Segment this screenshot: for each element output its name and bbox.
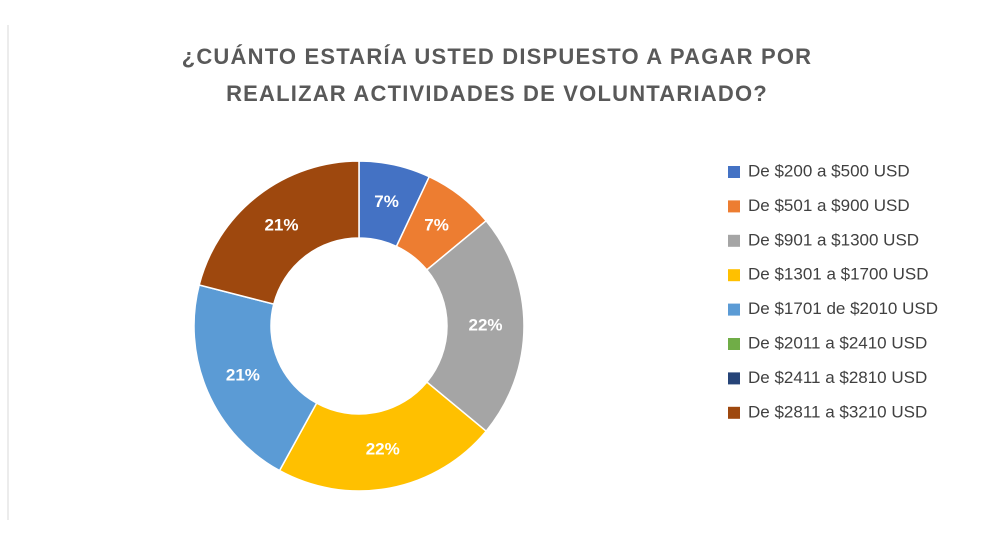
legend-label: De $200 a $500 USD [748,161,910,180]
data-label: 21% [226,366,260,385]
legend-label: De $2411 a $2810 USD [748,368,927,387]
donut-segment [193,284,318,472]
legend-label: De $501 a $900 USD [748,196,910,215]
data-label: 22% [468,315,502,334]
legend-swatch [728,338,740,350]
legend-label: De $901 a $1300 USD [748,230,919,249]
legend-swatch [728,269,740,282]
legend-swatch [728,372,740,385]
legend-label: De $1701 de $2010 USD [748,299,938,318]
legend-swatch [728,406,740,419]
legend-swatch [728,200,740,213]
donut-segment [278,381,488,492]
data-label: 7% [424,216,449,235]
data-label: 7% [374,192,399,211]
legend-swatch [728,166,740,178]
data-label: 22% [366,440,400,459]
donut-segment [425,219,525,433]
legend-label: De $2811 a $3210 USD [748,402,927,421]
legend-swatch [728,303,740,316]
legend-swatch [728,234,740,247]
legend-label: De $1301 a $1700 USD [748,265,929,284]
chart-title: ¿CUÁNTO ESTARÍA USTED DISPUESTO A PAGAR … [181,44,813,106]
data-label: 21% [264,216,298,235]
legend-label: De $2011 a $2410 USD [748,333,927,352]
donut-segment [198,160,360,306]
